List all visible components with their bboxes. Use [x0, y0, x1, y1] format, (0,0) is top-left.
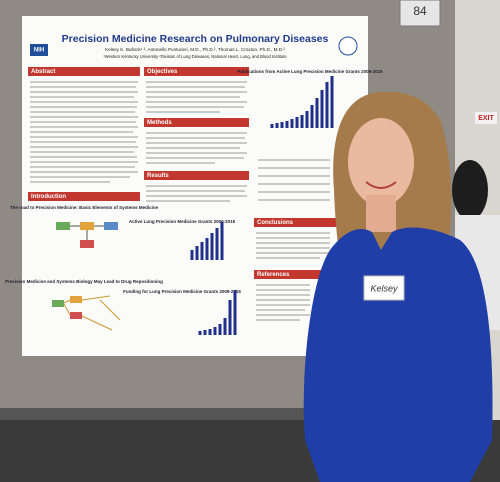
board-base — [0, 408, 330, 420]
section-bar — [144, 67, 249, 76]
section-bar — [254, 270, 364, 279]
logo-box — [30, 44, 48, 56]
methods-text — [146, 132, 247, 164]
section-bar — [144, 118, 249, 127]
grant-table — [258, 159, 330, 201]
face — [348, 118, 414, 206]
name-tag — [363, 275, 405, 301]
figure-title: Precision Medicine and Systems Biology M… — [5, 279, 163, 284]
section-heading: Objectives — [147, 69, 178, 75]
section-bar — [254, 218, 364, 227]
section-bar — [28, 67, 140, 76]
section-heading: References — [257, 272, 290, 278]
exit-sign: EXIT — [478, 115, 494, 122]
section-heading: Abstract — [31, 69, 55, 75]
logo: NIH — [34, 48, 44, 54]
exit-plate — [475, 112, 497, 124]
board-number: 84 — [413, 4, 427, 18]
section-bar — [28, 192, 140, 201]
blue-shirt — [303, 227, 493, 482]
affiliations: ¹Western Kentucky University ²Division o… — [103, 54, 287, 59]
grants-bars — [190, 222, 224, 260]
figure-title: Publications from Active Lung Precision … — [237, 69, 383, 74]
section-heading: Results — [147, 173, 169, 179]
board-number-plate — [399, 0, 441, 27]
abstract-text — [30, 81, 138, 183]
section-bar — [144, 171, 249, 180]
figure-title: Active Lung Precision Medicine Grants 20… — [129, 219, 236, 224]
references-text — [256, 284, 310, 321]
systems-diagram — [56, 222, 118, 248]
bystander-hair — [452, 160, 488, 220]
section-heading: Methods — [147, 120, 172, 126]
name-tag-text: Kelsey — [370, 283, 398, 293]
conclusions-text — [256, 232, 330, 259]
figure-title: Funding for Lung Precision Medicine Gran… — [123, 289, 241, 294]
repositioning-diagram — [52, 295, 121, 331]
objectives-text — [146, 81, 247, 113]
publications-bars — [270, 76, 334, 128]
figure-title: The road to Precision Medicine: Basic El… — [10, 205, 159, 210]
authors: Kelsey K. Bullock¹·², Antonello Punturie… — [105, 47, 285, 52]
smile — [365, 181, 397, 189]
hhs-seal — [338, 36, 358, 56]
section-heading: Introduction — [31, 194, 66, 200]
neck — [366, 195, 396, 232]
section-heading: Conclusions — [257, 220, 294, 226]
results-text — [146, 185, 247, 202]
funding-bars — [198, 290, 237, 335]
poster-title: Precision Medicine Research on Pulmonary… — [62, 33, 329, 45]
